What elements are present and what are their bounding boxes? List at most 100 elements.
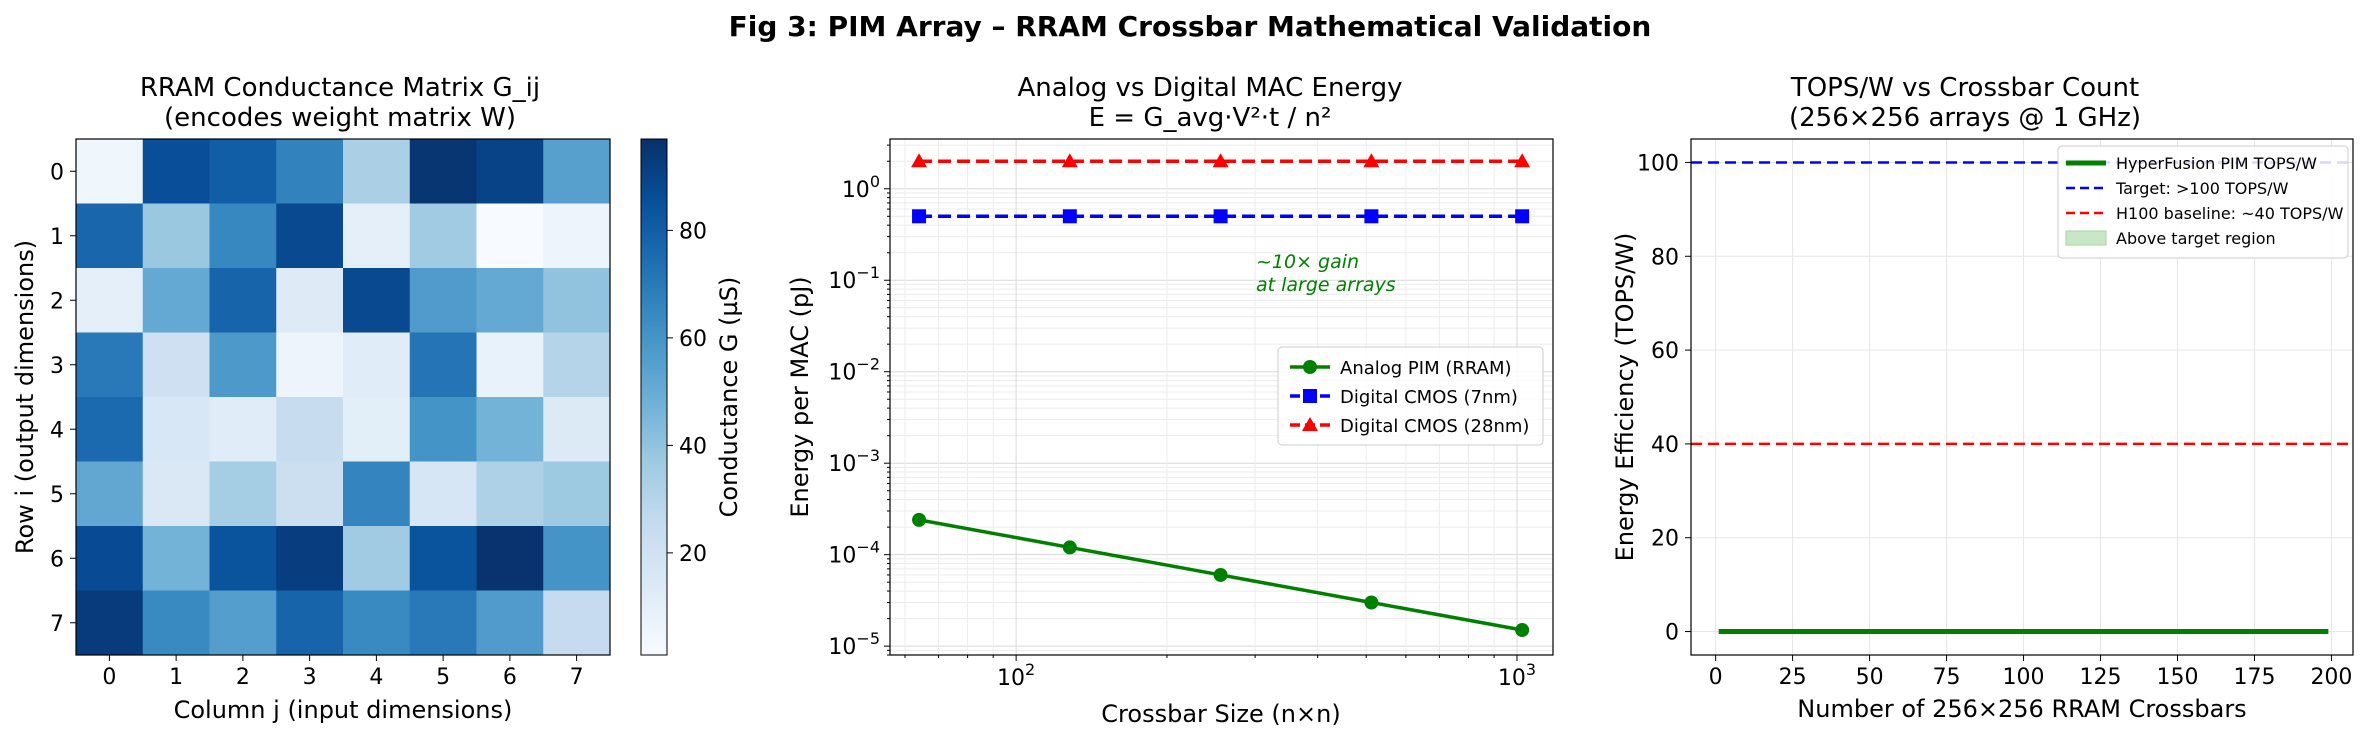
y-tick-label: 7 [50,612,64,637]
heatmap-cell [343,461,411,527]
series-1-point [1062,540,1077,555]
heatmap-cell [543,332,611,398]
figure-suptitle: Fig 3: PIM Array – RRAM Crossbar Mathema… [729,10,1652,43]
energy-frame [889,138,1554,656]
heatmap-cell [142,332,210,398]
heatmap-xlabel: Column j (input dimensions) [174,696,513,724]
colorbar-tick-label: 60 [679,327,707,352]
energy-legend: Analog PIM (RRAM) Digital CMOS (7nm) Digit… [1277,346,1544,446]
colorbar-ticks: 20 40 60 80 [667,219,707,567]
series-3-point [1061,153,1078,168]
heatmap-cell [142,526,210,591]
y-tick-label: 60 [1651,339,1679,364]
energy-grid [890,139,1553,656]
heatmap-cell [76,397,144,462]
y-tick-label: 10−2 [828,355,880,386]
y-tick-label: 3 [50,354,64,379]
y-tick-label: 5 [50,483,64,508]
series-2-point [1062,209,1077,224]
heatmap-cell [142,139,210,204]
x-tick-label: 150 [2156,665,2198,690]
legend-label: Analog PIM (RRAM) [1340,358,1512,379]
x-tick-label: 102 [997,660,1035,691]
energy-annotation-line-2: at large arrays [1256,274,1396,296]
y-tick-label: 20 [1651,527,1679,552]
heatmap-cell [142,268,210,333]
legend-marker [1303,389,1317,403]
heatmap-cell [209,461,277,527]
heatmap-cells [76,139,611,656]
x-tick-label: 4 [369,665,383,690]
y-tick-label: 6 [50,547,64,572]
energy-series [911,153,1531,638]
x-tick-label: 75 [1933,665,1961,690]
series-1-point [1515,623,1530,638]
heatmap-cell [76,332,144,398]
heatmap-cell [409,203,477,269]
colorbar-tick-label: 80 [679,219,707,244]
heatmap-cell [543,526,611,591]
series-2-point [912,209,927,224]
heatmap-cell [276,526,344,591]
heatmap-cell [476,203,544,269]
legend-label: Above target region [2116,229,2276,248]
y-tick-label: 100 [1637,151,1679,176]
colorbar-label: Conductance G (µS) [715,277,743,518]
heatmap-cell [543,139,611,204]
energy-title-line-2: E = G_avg·V²·t / n² [1089,103,1332,133]
heatmap-cell [76,590,144,656]
series-1-point [1364,595,1379,610]
heatmap-cell [209,526,277,591]
energy-ylabel: Energy per MAC (pJ) [786,276,814,517]
heatmap-cell [142,461,210,527]
y-tick-label: 40 [1651,433,1679,458]
heatmap-cell [409,332,477,398]
heatmap-cell [409,268,477,333]
series-3-point [911,153,928,168]
topsw-xlabel: Number of 256×256 RRAM Crossbars [1797,695,2246,723]
heatmap-cell [76,461,144,527]
colorbar [640,138,668,656]
topsw-title-line-1: TOPS/W vs Crossbar Count [1790,73,2139,103]
legend-label: H100 baseline: ~40 TOPS/W [2116,204,2344,223]
x-tick-label: 1 [169,665,183,690]
x-tick-label: 3 [303,665,317,690]
heatmap-cell [343,268,411,333]
colorbar-tick-label: 40 [679,434,707,459]
x-tick-label: 0 [1709,665,1723,690]
heatmap-cell [409,526,477,591]
heatmap-cell [476,332,544,398]
heatmap-ticks: 0 1 2 3 4 5 6 7 0 1 2 3 4 5 6 7 [50,160,584,690]
heatmap-cell [476,590,544,656]
x-tick-label: 6 [503,665,517,690]
heatmap-cell [476,461,544,527]
x-tick-label: 0 [102,665,116,690]
series-3-point [1363,153,1380,168]
legend-label: Target: >100 TOPS/W [2115,179,2289,198]
heatmap-cell [142,203,210,269]
heatmap-cell [276,590,344,656]
y-tick-label: 10−4 [828,538,880,569]
heatmap-cell [209,397,277,462]
heatmap-cell [343,397,411,462]
topsw-legend: HyperFusion PIM TOPS/W Target: >100 TOPS/… [2057,145,2349,259]
series-2-point [1364,209,1379,224]
heatmap-cell [142,590,210,656]
y-tick-label: 0 [50,160,64,185]
heatmap-cell [476,397,544,462]
series-3-point [1514,153,1531,168]
x-tick-label: 100 [2003,665,2045,690]
legend-label: Digital CMOS (28nm) [1340,416,1529,437]
heatmap-cell [409,590,477,656]
x-tick-label: 7 [570,665,584,690]
heatmap-cell [543,590,611,656]
topsw-title-line-2: (256×256 arrays @ 1 GHz) [1789,103,2141,133]
x-tick-label: 103 [1498,660,1536,691]
series-3-point [1212,153,1229,168]
heatmap-cell [476,139,544,204]
heatmap-cell [343,590,411,656]
heatmap-cell [543,268,611,333]
heatmap-cell [543,203,611,269]
heatmap-cell [343,526,411,591]
